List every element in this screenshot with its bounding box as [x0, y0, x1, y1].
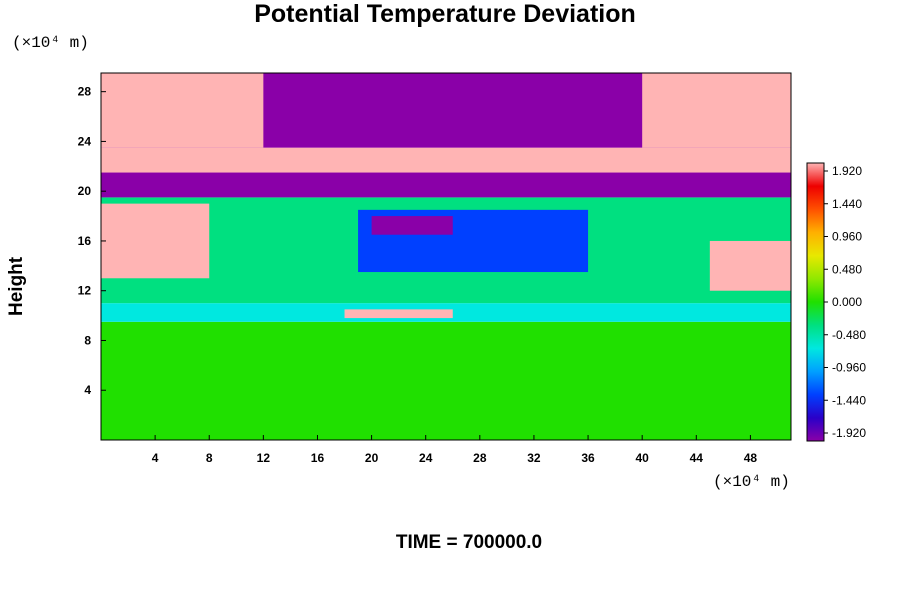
x-tick-label: 20 — [365, 451, 379, 465]
colorbar-label: -0.960 — [832, 361, 866, 375]
x-tick-label: 44 — [690, 451, 704, 465]
y-axis: 4 8 12 16 20 24 28 — [78, 85, 106, 397]
y-tick-label: 20 — [78, 184, 92, 198]
x-tick-label: 48 — [744, 451, 758, 465]
heatmap-region-11 — [709, 240, 791, 291]
x-tick-label: 36 — [581, 451, 595, 465]
x-tick-label: 4 — [152, 451, 159, 465]
y-tick-label: 28 — [78, 85, 92, 99]
plot-frame — [100, 72, 792, 441]
colorbar-label: -0.480 — [832, 328, 866, 342]
heatmap-region-7 — [642, 73, 791, 148]
y-tick-label: 16 — [78, 234, 92, 248]
colorbar: 1.920 1.440 0.960 0.480 0.000 -0.480 -0.960 -1.… — [806, 162, 866, 442]
x-tick-label: 12 — [257, 451, 271, 465]
x-tick-label: 32 — [527, 451, 541, 465]
colorbar-label: 0.000 — [832, 295, 862, 309]
x-axis: 4 8 12 16 20 24 28 32 36 40 44 48 — [152, 435, 758, 465]
heatmap-region-9 — [371, 216, 453, 235]
heatmap-region-6 — [101, 73, 264, 148]
colorbar-label: 0.480 — [832, 262, 862, 276]
x-tick-label: 8 — [206, 451, 213, 465]
heatmap-region-0 — [101, 321, 791, 440]
heatmap-region-3 — [101, 172, 791, 198]
colorbar-label: 0.960 — [832, 230, 862, 244]
colorbar-gradient — [806, 162, 825, 442]
x-tick-label: 16 — [311, 451, 325, 465]
heatmap-region-12 — [344, 309, 453, 319]
time-label: TIME = 700000.0 — [395, 532, 543, 553]
heatmap-region-4 — [101, 147, 791, 173]
x-tick-label: 40 — [635, 451, 649, 465]
y-tick-label: 8 — [84, 333, 91, 347]
y-tick-label: 24 — [78, 134, 92, 148]
x-tick-label: 24 — [419, 451, 433, 465]
heatmap-area — [101, 73, 791, 440]
colorbar-label: 1.920 — [832, 164, 862, 178]
y-tick-label: 12 — [78, 284, 92, 298]
chart-title: Potential Temperature Deviation — [254, 0, 636, 28]
colorbar-label: -1.440 — [832, 393, 866, 407]
y-axis-unit: (×10⁴ m) — [12, 34, 89, 52]
x-axis-unit: (×10⁴ m) — [713, 473, 790, 491]
colorbar-label: 1.440 — [832, 197, 862, 211]
heatmap-region-10 — [101, 203, 210, 279]
colorbar-label: -1.920 — [832, 426, 866, 440]
x-tick-label: 28 — [473, 451, 487, 465]
y-tick-label: 4 — [84, 383, 91, 397]
